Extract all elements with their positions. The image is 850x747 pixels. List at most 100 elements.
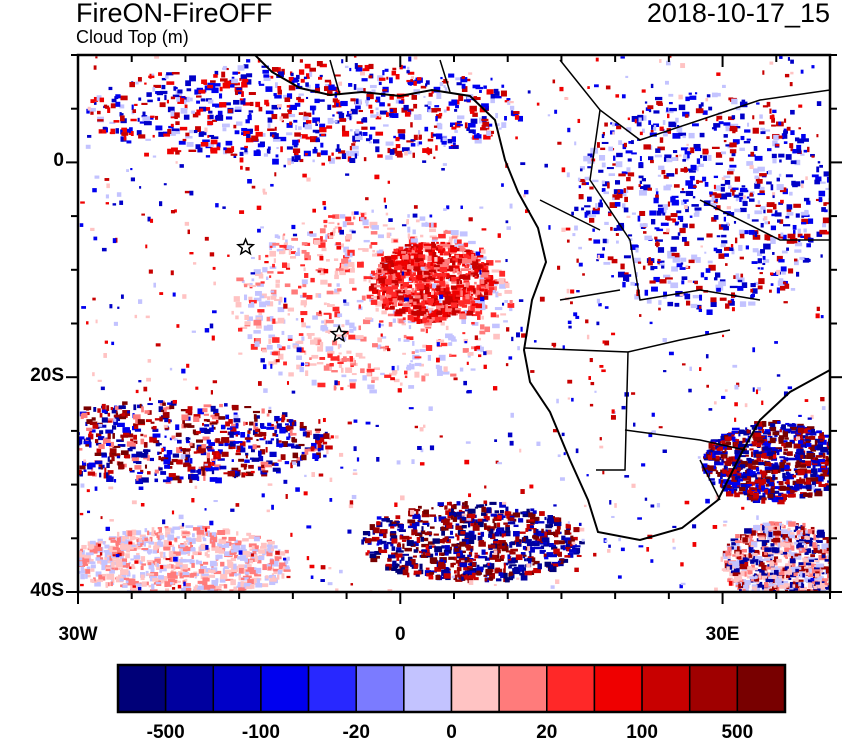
field-cell: [28, 459, 32, 461]
field-cell: [724, 483, 729, 487]
field-cell: [388, 298, 391, 301]
field-cell: [495, 578, 502, 582]
field-cell: [520, 575, 528, 581]
field-cell: [425, 292, 432, 298]
field-cell: [333, 324, 341, 328]
field-cell: [166, 594, 171, 597]
field-cell: [436, 241, 439, 244]
field-cell: [249, 299, 257, 304]
field-cell: [227, 470, 235, 477]
field-cell: [323, 312, 331, 315]
field-cell: [80, 548, 83, 553]
field-cell: [789, 426, 798, 431]
field-cell: [431, 300, 440, 305]
field-cell: [68, 444, 76, 446]
field-cell: [748, 534, 753, 539]
field-cell: [215, 554, 220, 560]
field-cell: [334, 311, 341, 318]
field-cell: [461, 250, 464, 255]
field-cell: [764, 547, 772, 552]
field-cell: [305, 431, 310, 438]
field-cell: [407, 307, 411, 311]
field-cell: [554, 540, 559, 545]
field-cell: [823, 485, 830, 491]
field-cell: [778, 492, 784, 497]
field-cell: [121, 583, 128, 588]
field-cell: [302, 283, 307, 288]
field-cell: [215, 477, 222, 484]
field-cell: [760, 561, 764, 566]
field-cell: [529, 551, 532, 557]
field-cell: [422, 522, 430, 526]
field-cell: [259, 295, 265, 299]
field-cell: [415, 219, 420, 223]
field-cell: [735, 541, 740, 546]
field-cell: [457, 570, 460, 576]
field-cell: [455, 523, 460, 527]
field-cell: [559, 561, 564, 565]
field-cell: [737, 473, 742, 478]
field-cell: [404, 547, 412, 552]
field-cell: [429, 235, 437, 238]
field-cell: [570, 535, 574, 542]
field-cell: [533, 567, 541, 574]
field-cell: [276, 426, 283, 429]
field-cell: [384, 256, 388, 259]
field-cell: [812, 462, 816, 469]
field-cell: [256, 578, 261, 584]
field-cell: [421, 514, 430, 518]
field-cell: [283, 233, 286, 236]
field-cell: [360, 217, 365, 221]
field-cell: [410, 558, 416, 565]
field-cell: [775, 576, 780, 580]
field-cell: [739, 581, 743, 587]
field-cell: [819, 439, 827, 445]
field-cell: [422, 319, 427, 324]
field-cell: [471, 299, 480, 304]
field-cell: [59, 448, 64, 451]
field-cell: [292, 438, 298, 443]
field-cell: [7, 437, 14, 442]
field-cell: [217, 542, 223, 547]
field-cell: [401, 251, 407, 254]
field-cell: [143, 434, 148, 438]
field-cell: [367, 363, 372, 369]
field-cell: [446, 312, 451, 318]
field-cell: [817, 458, 826, 463]
field-cell: [726, 433, 733, 437]
field-cell: [455, 307, 462, 311]
field-cell: [90, 110, 94, 115]
field-cell: [152, 533, 155, 537]
field-cell: [784, 486, 792, 491]
field-cell: [135, 583, 142, 589]
field-cell: [798, 597, 802, 602]
field-cell: [546, 531, 555, 536]
field-cell: [742, 589, 746, 592]
field-cell: [341, 324, 345, 328]
field-cell: [448, 310, 451, 315]
field-cell: [738, 441, 743, 447]
field-cell: [182, 571, 190, 577]
field-cell: [278, 551, 286, 556]
field-cell: [381, 540, 387, 544]
field-cell: [412, 513, 420, 519]
field-cell: [400, 283, 404, 286]
field-cell: [746, 457, 752, 461]
field-cell: [815, 481, 822, 484]
field-cell: [484, 577, 488, 582]
field-cell: [288, 249, 291, 255]
field-cell: [376, 250, 383, 254]
field-cell: [443, 292, 451, 297]
field-cell: [405, 294, 412, 299]
field-cell: [456, 534, 460, 541]
field-cell: [266, 316, 270, 322]
field-cell: [723, 473, 727, 477]
field-cell: [154, 558, 161, 565]
field-cell: [224, 441, 228, 447]
field-cell: [149, 589, 158, 592]
field-cell: [396, 274, 403, 280]
field-cell: [834, 559, 842, 562]
field-cell: [309, 363, 317, 366]
field-cell: [457, 272, 460, 275]
field-cell: [431, 317, 438, 321]
